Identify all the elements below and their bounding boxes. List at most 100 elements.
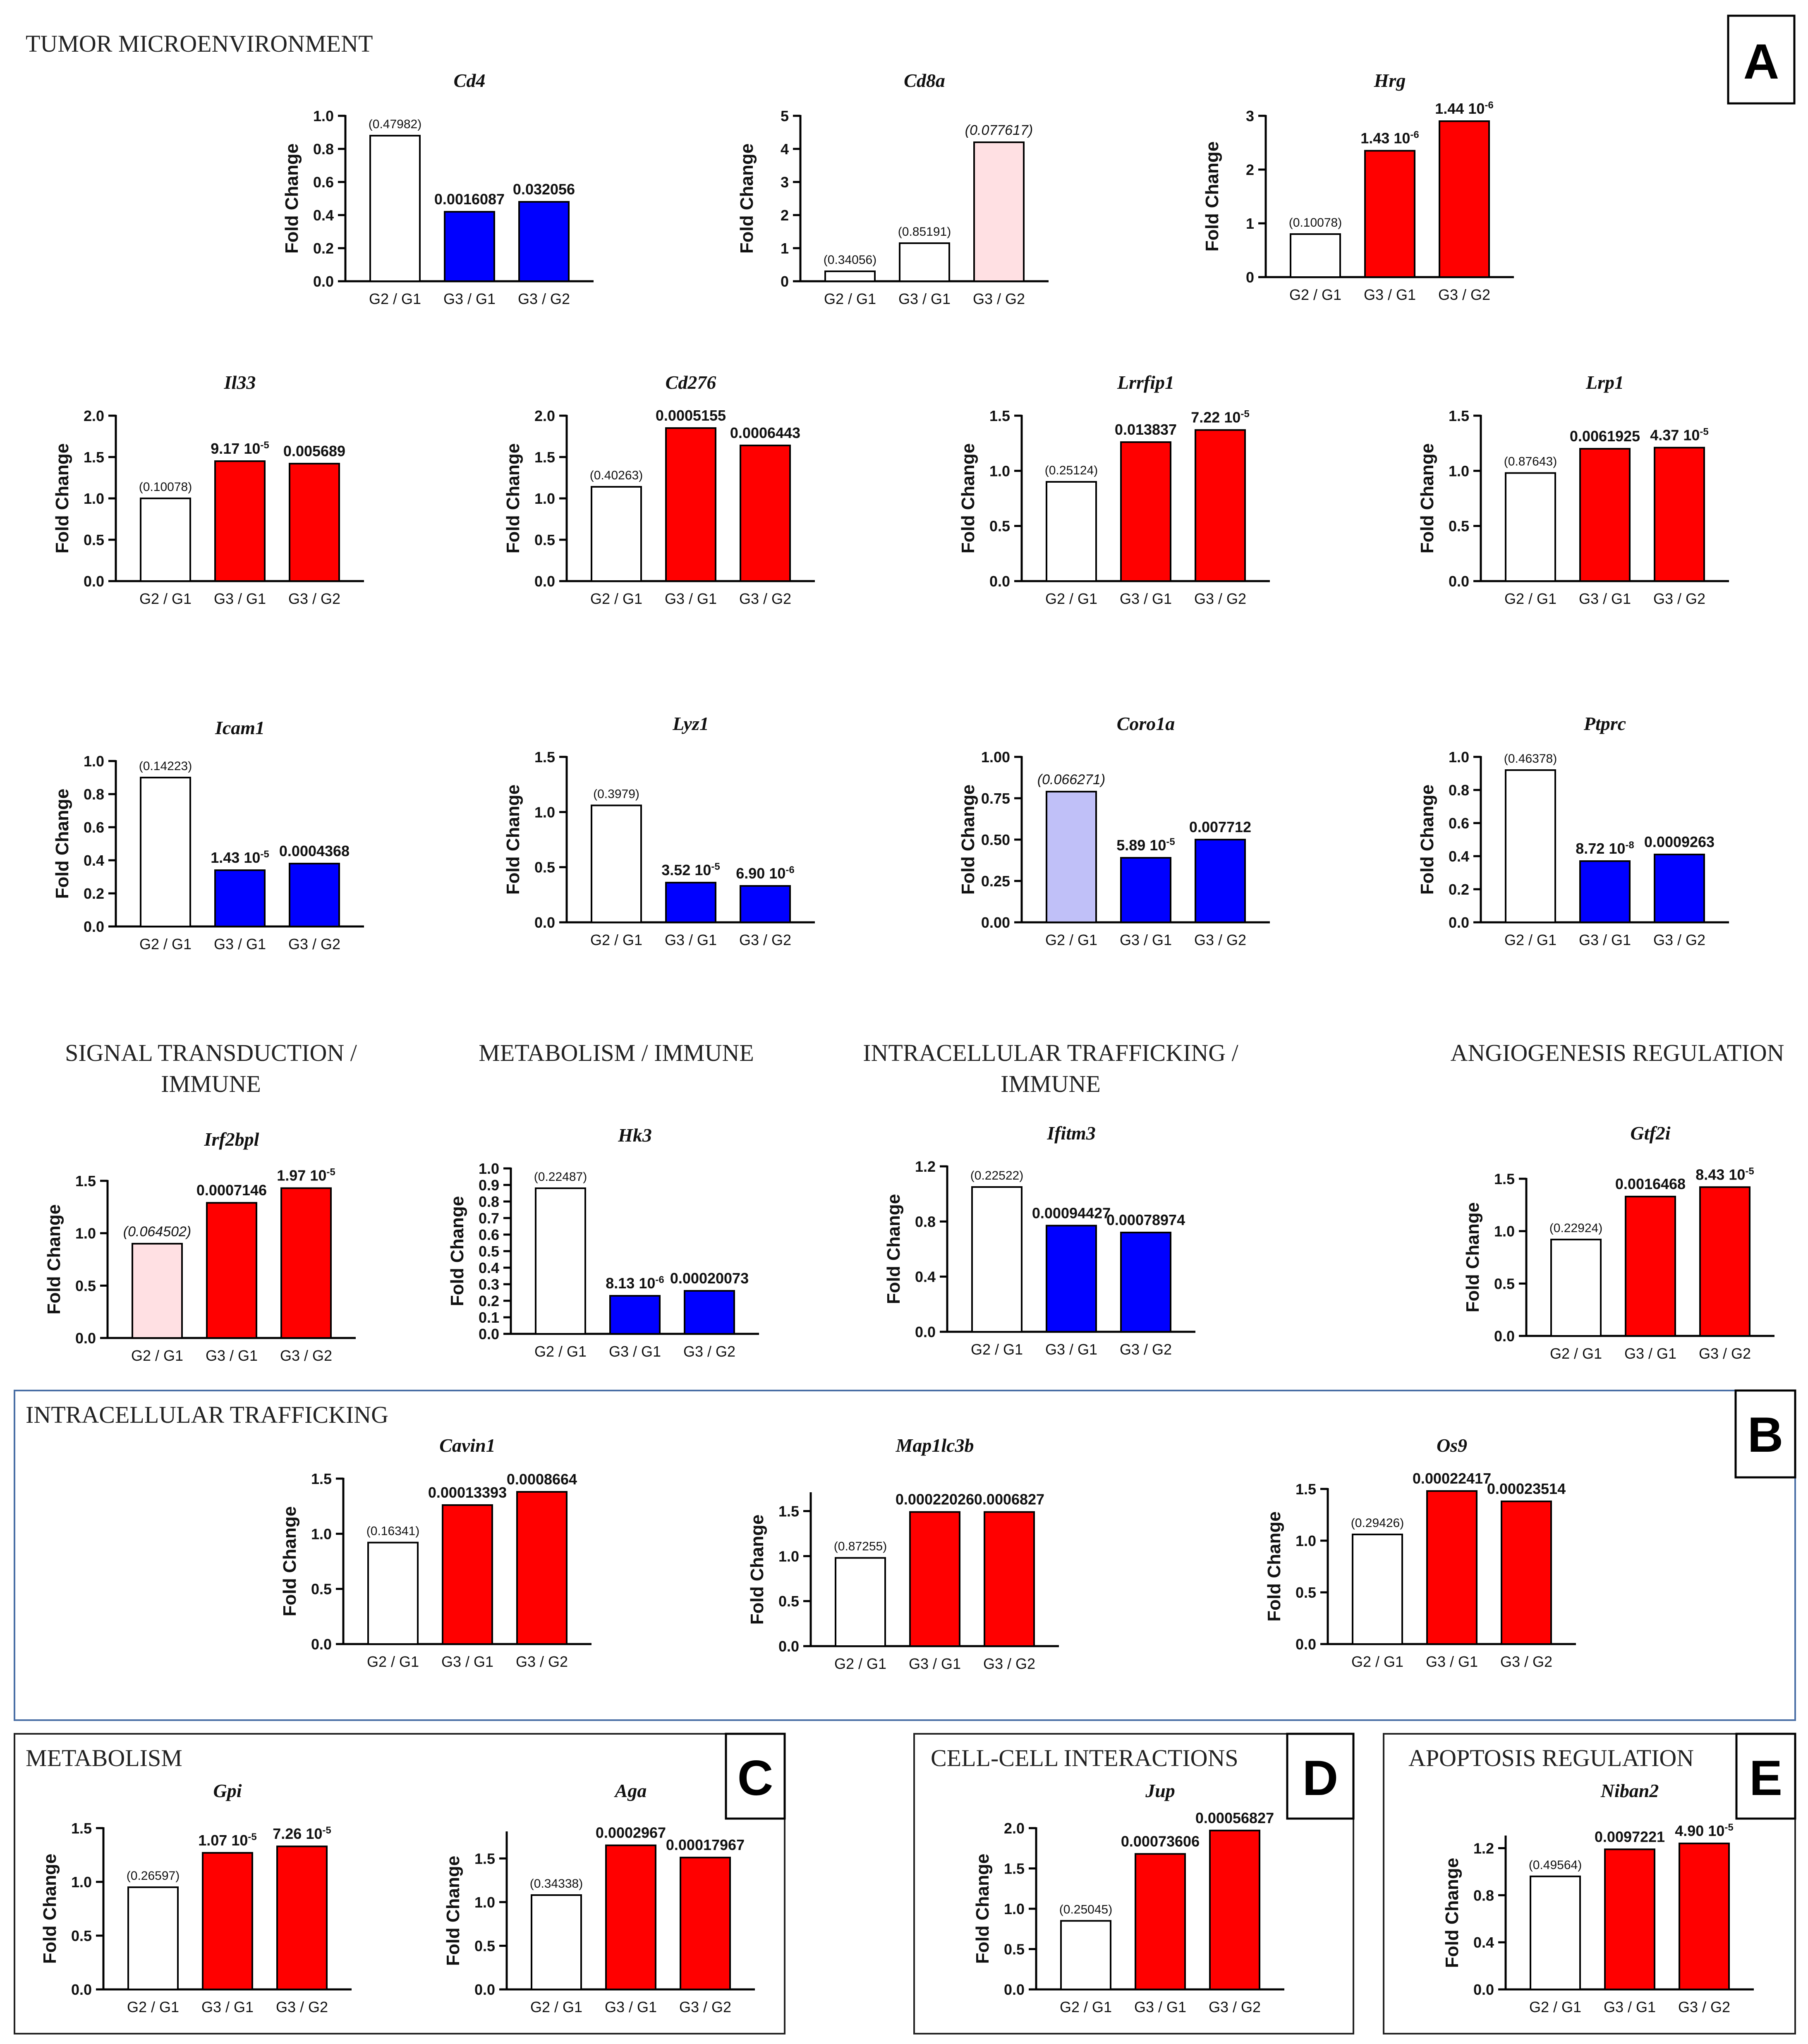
y-tick-label: 1.0 (534, 804, 555, 821)
x-tick-label: G3 / G2 (1500, 1653, 1552, 1670)
y-tick-label: 1.5 (75, 1173, 96, 1190)
y-tick-label: 0.2 (479, 1292, 499, 1309)
y-tick-label: 1.0 (84, 753, 104, 770)
y-axis-title: Fold Change (443, 1856, 463, 1966)
x-tick-label: G2 / G1 (834, 1655, 886, 1672)
chart-title: Lrp1 (1585, 372, 1624, 393)
bar-g3-g1 (444, 211, 495, 282)
x-tick-label: G3 / G2 (1653, 931, 1705, 948)
y-tick-label: 0.4 (1449, 848, 1469, 865)
data-label-pvalue: 0.00056827 (1195, 1809, 1274, 1826)
chart-aga: Aga Fold Change 0.0 0.5 1.0 1.5 G2 / G1 (0.3433… (443, 1780, 755, 2015)
x-tick-label: G2 / G1 (824, 290, 876, 307)
x-tick-label: G2 / G1 (1060, 1999, 1112, 2015)
section-tumor-microenvironment: TUMOR MICROENVIRONMENT (26, 30, 373, 57)
section-intracellular-trafficking-immune: INTRACELLULAR TRAFFICKING / (863, 1039, 1238, 1066)
panel-e-frame (1383, 1733, 1796, 2034)
y-tick-label: 1.2 (915, 1158, 936, 1175)
y-tick-label: 5 (781, 108, 789, 124)
x-tick-label: G2 / G1 (1550, 1345, 1602, 1362)
chart-irf2bpl: Irf2bpl Fold Change 0.0 0.5 1.0 1.5 G2 / G1 (0.… (44, 1129, 356, 1364)
section-titles: TUMOR MICROENVIRONMENT SIGNAL TRANSDUCTI… (26, 30, 1784, 1771)
x-tick-label: G3 / G1 (1134, 1999, 1186, 2015)
bar-g3-g1 (1604, 1848, 1655, 1990)
y-tick-label: 0.75 (981, 790, 1010, 807)
y-tick-label: 0.0 (1494, 1328, 1515, 1345)
y-axis-title: Fold Change (40, 1854, 60, 1964)
y-tick-label: 0.0 (1004, 1981, 1025, 1998)
bar-g3-g2 (1654, 854, 1705, 923)
bar-g3-g2 (518, 201, 570, 282)
y-tick-label: 1.5 (311, 1470, 332, 1487)
y-tick-label: 0.6 (313, 174, 334, 191)
y-tick-label: 1.5 (534, 449, 555, 466)
data-label-pvalue: 3.52 10-5 (661, 861, 720, 879)
data-label-pvalue: 1.43 10-6 (1360, 129, 1419, 147)
y-tick-label: 1.0 (71, 1874, 92, 1891)
data-label-pvalue: 0.00017967 (666, 1836, 745, 1853)
bar-g2-g1 (1530, 1875, 1581, 1990)
bar-g2-g1 (1550, 1238, 1602, 1337)
bar-g2-g1 (127, 1886, 179, 1990)
y-tick-label: 0.6 (1449, 815, 1469, 832)
y-axis-title: Fold Change (447, 1196, 467, 1306)
y-tick-label: 0.0 (1473, 1981, 1494, 1998)
bar-g3-g2 (1195, 429, 1246, 582)
y-tick-label: 0.25 (981, 873, 1010, 890)
bar-g2-g1 (1352, 1534, 1403, 1645)
section-metabolism-immune: METABOLISM / IMMUNE (479, 1039, 754, 1066)
y-axis-title: Fold Change (958, 785, 978, 895)
y-tick-label: 0.4 (84, 852, 104, 869)
x-tick-label: G3 / G2 (1209, 1999, 1261, 2015)
panel-letter-d: D (1303, 1750, 1339, 1806)
bar-g3-g2 (1501, 1501, 1552, 1645)
x-tick-label: G2 / G1 (139, 590, 192, 607)
bar-g3-g1 (1579, 448, 1631, 582)
data-label-pvalue: (0.077617) (965, 122, 1033, 138)
y-tick-label: 1.5 (778, 1503, 799, 1520)
y-tick-label: 0.4 (1473, 1934, 1494, 1951)
chart-title: Irf2bpl (204, 1129, 259, 1150)
data-label-pvalue: (0.064502) (123, 1224, 191, 1240)
chart-coro1a: Coro1a Fold Change 0.00 0.25 0.50 0.75 1.00 G2 … (958, 713, 1270, 948)
y-tick-label: 0.8 (479, 1193, 499, 1210)
x-tick-label: G3 / G1 (1045, 1341, 1097, 1358)
y-tick-label: 0.4 (915, 1269, 936, 1285)
x-tick-label: G3 / G2 (1699, 1345, 1751, 1362)
chart-lyz1: Lyz1 Fold Change 0.0 0.5 1.0 1.5 G2 / G1 (0.397… (503, 713, 815, 948)
panel-letter-a-box (1727, 14, 1796, 105)
chart-title: Lrrfip1 (1117, 372, 1174, 393)
chart-title: Icam1 (215, 717, 265, 738)
y-axis-title: Fold Change (503, 443, 523, 553)
y-tick-label: 0.5 (1004, 1941, 1025, 1958)
x-tick-label: G3 / G1 (1624, 1345, 1676, 1362)
y-tick-label: 1.0 (75, 1225, 96, 1242)
y-tick-label: 3 (781, 174, 789, 191)
section-signal-transduction-immune: IMMUNE (161, 1070, 261, 1097)
bar-g3-g1 (442, 1504, 493, 1645)
x-tick-label: G2 / G1 (131, 1347, 183, 1364)
bar-g3-g2 (1439, 120, 1490, 278)
chart-title: Niban2 (1600, 1780, 1659, 1801)
y-tick-label: 1.5 (474, 1850, 495, 1867)
y-tick-label: 0.0 (75, 1330, 96, 1347)
y-tick-label: 2.0 (534, 407, 555, 424)
data-label-pvalue: 8.13 10-6 (606, 1274, 664, 1292)
y-tick-label: 0.0 (313, 273, 334, 290)
y-tick-label: 0.0 (479, 1326, 499, 1343)
panel-letter-c-box (725, 1733, 786, 1820)
y-tick-label: 0.2 (84, 885, 104, 902)
panel-d-frame (913, 1733, 1354, 2034)
data-label-pvalue: 0.0006827 (974, 1491, 1044, 1508)
y-tick-label: 1.5 (1296, 1481, 1316, 1498)
section-signal-transduction: SIGNAL TRANSDUCTION / (65, 1039, 357, 1066)
x-tick-label: G3 / G1 (206, 1347, 258, 1364)
x-tick-label: G3 / G1 (214, 590, 266, 607)
bar-g3-g1 (1579, 860, 1631, 923)
bar-g3-g2 (740, 445, 791, 582)
y-tick-label: 0.6 (479, 1226, 499, 1243)
data-label-pvalue: 4.37 10-5 (1650, 426, 1708, 444)
bar-g3-g1 (206, 1202, 257, 1339)
x-tick-label: G3 / G1 (1364, 286, 1416, 303)
